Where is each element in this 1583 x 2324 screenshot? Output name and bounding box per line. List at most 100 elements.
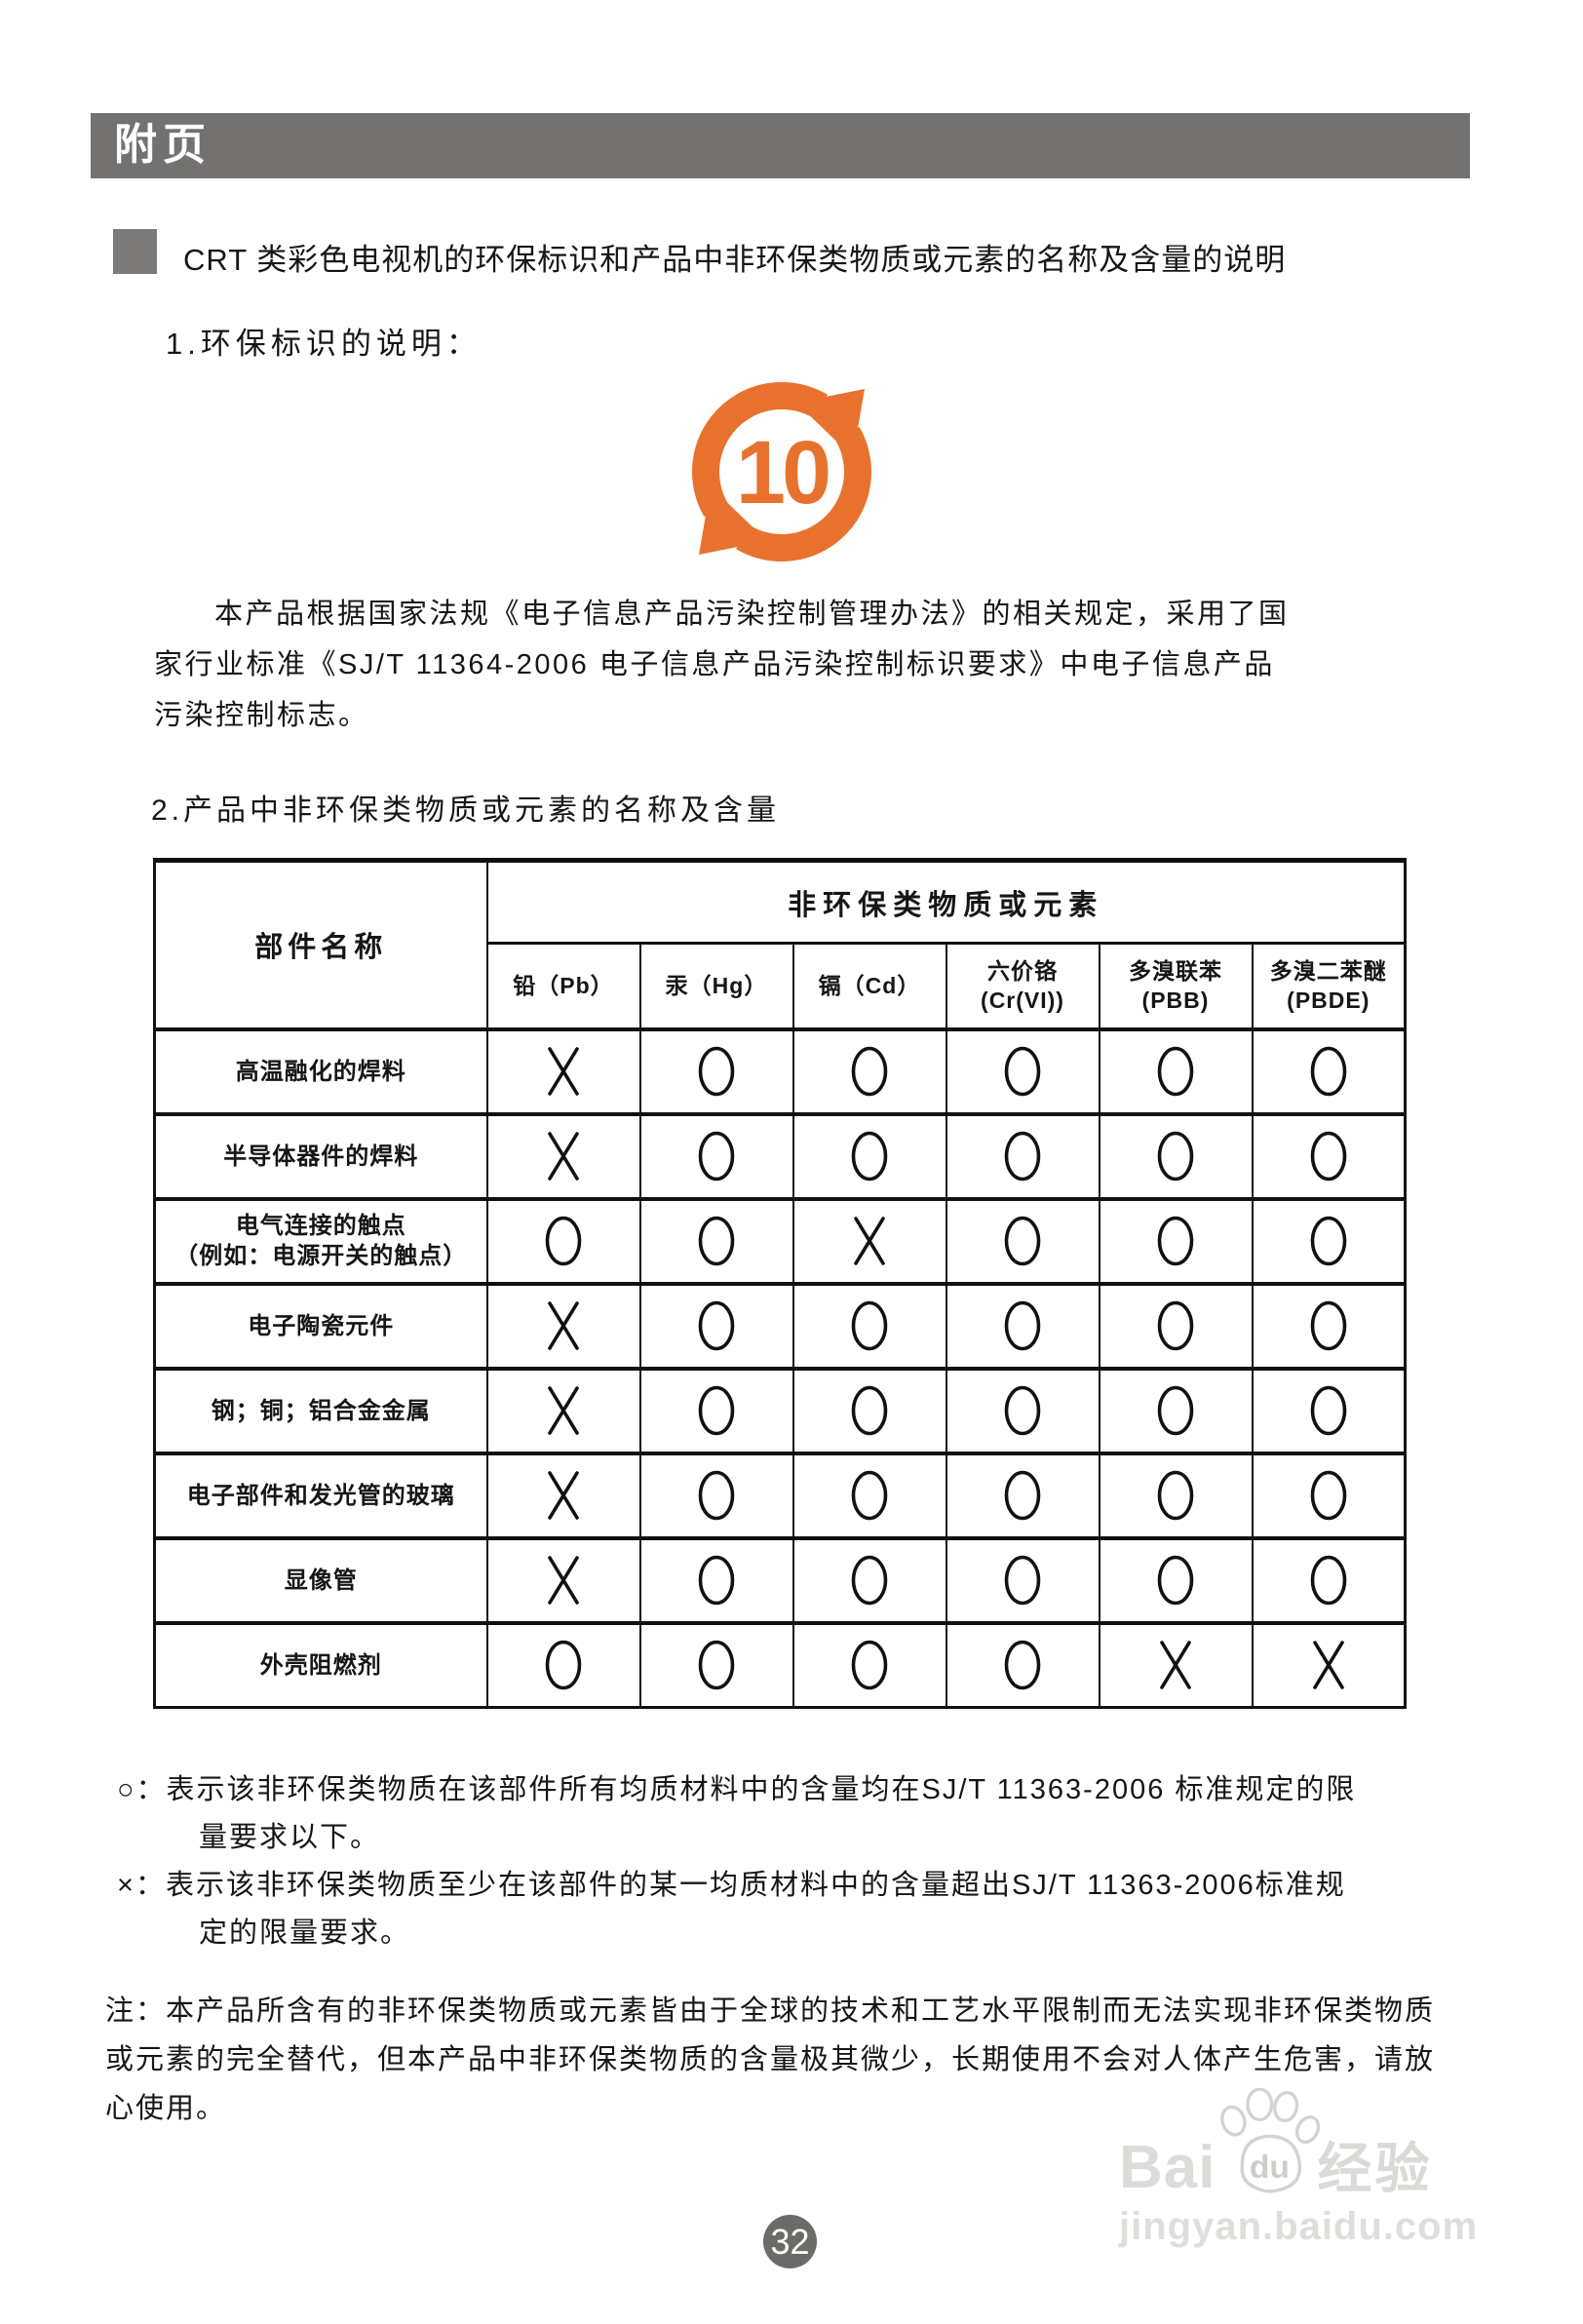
watermark-paw-text: du <box>1250 2150 1290 2186</box>
cross-mark-icon <box>854 1217 885 1265</box>
circle-mark-icon <box>698 1300 735 1351</box>
part-name-cell: 钢；铜；铝合金金属 <box>153 1367 488 1454</box>
cross-mark-cell <box>792 1197 947 1285</box>
circle-mark-cell <box>1251 1536 1407 1624</box>
circle-mark-cell <box>1098 1367 1254 1454</box>
circle-mark-icon <box>851 1300 888 1351</box>
footnote-line: 或元素的完全替代，但本产品中非环保类物质的含量极其微少，长期使用不会对人体产生危… <box>105 2044 1436 2075</box>
circle-mark-cell <box>1098 1536 1254 1624</box>
circle-mark-icon <box>1004 1216 1041 1266</box>
baidu-paw-icon: du <box>1220 2088 1321 2193</box>
substances-table: 部件名称 非环保类物质或元素 铅（Pb） 汞（Hg） 镉（Cd） 六价铬 (Cr(VI… <box>153 858 1408 1709</box>
circle-mark-cell <box>1251 1282 1407 1370</box>
part-row: 电子部件和发光管的玻璃 <box>153 1452 1407 1539</box>
cross-mark-cell <box>1098 1621 1254 1709</box>
footnote-line: 心使用。 <box>105 2093 227 2124</box>
cross-mark-cell <box>485 1452 641 1539</box>
part-row: 钢；铜；铝合金金属 <box>153 1367 1407 1454</box>
cross-mark-icon <box>548 1386 579 1435</box>
part-name-cell: 电子部件和发光管的玻璃 <box>153 1452 488 1539</box>
circle-mark-cell <box>945 1367 1100 1454</box>
cross-mark-symbol: ×： <box>117 1870 166 1901</box>
cross-mark-cell <box>485 1367 641 1454</box>
circle-mark-cell <box>945 1536 1100 1624</box>
square-bullet-icon <box>113 229 157 274</box>
substance-column-header: 多溴联苯 (PBB) <box>1098 942 1254 1030</box>
parts-table-body: 高温融化的焊料 半导体器件的焊料 电气连接的触点 （例如：电源开关的触点） 电子陶瓷元… <box>153 1027 1407 1709</box>
part-name-cell: 高温融化的焊料 <box>153 1027 488 1115</box>
legend-entry: ×：表示该非环保类物质至少在该部件的某一均质材料中的含量超出SJ/T 11363… <box>117 1862 1482 1910</box>
paragraph-line: 家行业标准《SJ/T 11364-2006 电子信息产品污染控制标识要求》中电子… <box>154 649 1275 680</box>
cross-mark-cell <box>485 1112 641 1200</box>
circle-mark-icon <box>1004 1640 1041 1690</box>
part-row: 外壳阻燃剂 <box>153 1621 1407 1709</box>
section2-heading: 2.产品中非环保类物质或元素的名称及含量 <box>151 794 781 827</box>
substance-column-header: 多溴二苯醚 (PBDE) <box>1251 942 1407 1030</box>
substance-column-header: 镉（Cd） <box>792 942 947 1030</box>
circle-mark-icon <box>1157 1131 1194 1181</box>
watermark-brand-row: Bai du 经验 <box>1119 2088 1499 2199</box>
cross-mark-cell <box>485 1536 641 1624</box>
legend-text-wrap: 定的限量要求。 <box>199 1917 411 1949</box>
circle-mark-icon <box>851 1470 888 1521</box>
circle-mark-cell <box>792 1536 947 1624</box>
circle-mark-cell <box>792 1112 947 1200</box>
circle-mark-icon <box>545 1640 582 1690</box>
circle-mark-cell <box>1251 1112 1407 1200</box>
circle-mark-icon <box>1310 1216 1347 1266</box>
circle-mark-icon <box>698 1131 735 1181</box>
cross-mark-icon <box>548 1301 579 1350</box>
part-row: 电气连接的触点 （例如：电源开关的触点） <box>153 1197 1407 1285</box>
circle-mark-cell <box>1098 1197 1254 1285</box>
circle-mark-cell <box>792 1367 947 1454</box>
cross-mark-cell <box>1251 1621 1407 1709</box>
page-number-badge: 32 <box>763 2215 817 2268</box>
circle-mark-icon <box>1004 1555 1041 1606</box>
circle-mark-cell <box>638 1282 794 1370</box>
circle-mark-cell <box>1098 1112 1254 1200</box>
circle-mark-cell <box>638 1027 794 1115</box>
baidu-jingyan-watermark: Bai du 经验 jingyan.baidu.com <box>1119 2088 1499 2249</box>
table-header-group-row: 部件名称 非环保类物质或元素 <box>153 859 1407 1030</box>
part-row: 半导体器件的焊料 <box>153 1112 1407 1200</box>
watermark-brand-cn: 经验 <box>1317 2138 1433 2199</box>
circle-mark-icon <box>1310 1300 1347 1351</box>
substance-column-header: 六价铬 (Cr(VI)) <box>945 942 1100 1030</box>
cross-mark-cell <box>485 1027 641 1115</box>
part-name-cell: 显像管 <box>153 1536 488 1624</box>
circle-mark-icon <box>1157 1385 1194 1436</box>
part-name-cell: 半导体器件的焊料 <box>153 1112 488 1200</box>
circle-mark-cell <box>1251 1452 1407 1539</box>
circle-mark-cell <box>638 1112 794 1200</box>
circle-mark-cell <box>1098 1027 1254 1115</box>
part-name-header: 部件名称 <box>153 859 488 1030</box>
circle-mark-cell <box>945 1027 1100 1115</box>
circle-mark-icon <box>851 1131 888 1181</box>
circle-mark-icon <box>698 1216 735 1266</box>
part-row: 高温融化的焊料 <box>153 1027 1407 1115</box>
circle-mark-icon <box>1310 1046 1347 1097</box>
paragraph-line: 本产品根据国家法规《电子信息产品污染控制管理办法》的相关规定，采用了国 <box>214 599 1290 630</box>
circle-mark-cell <box>638 1452 794 1539</box>
circle-mark-cell <box>1251 1367 1407 1454</box>
circle-mark-icon <box>851 1046 888 1097</box>
cross-mark-cell <box>485 1282 641 1370</box>
circle-mark-cell <box>638 1621 794 1709</box>
legend-text: 表示该非环保类物质在该部件所有均质材料中的含量均在SJ/T 11363-2006… <box>166 1774 1357 1805</box>
watermark-url: jingyan.baidu.com <box>1119 2205 1479 2248</box>
circle-mark-cell <box>792 1027 947 1115</box>
circle-mark-icon <box>1310 1555 1347 1606</box>
circle-mark-icon <box>1004 1470 1041 1521</box>
legend-text: 表示该非环保类物质至少在该部件的某一均质材料中的含量超出SJ/T 11363-2… <box>165 1870 1346 1901</box>
part-name-cell: 外壳阻燃剂 <box>153 1621 488 1709</box>
circle-mark-icon <box>851 1555 888 1606</box>
circle-mark-cell <box>1251 1197 1407 1285</box>
circle-mark-cell <box>945 1452 1100 1539</box>
circle-mark-icon <box>698 1640 735 1690</box>
circle-mark-cell <box>792 1282 947 1370</box>
circle-mark-cell <box>638 1367 794 1454</box>
circle-mark-icon <box>851 1385 888 1436</box>
cross-mark-icon <box>548 1471 579 1520</box>
substance-columns-row: 铅（Pb） 汞（Hg） 镉（Cd） 六价铬 (Cr(VI)) 多溴联苯 (PBB) 多溴二… <box>155 942 1407 1030</box>
regulation-paragraph: 本产品根据国家法规《电子信息产品污染控制管理办法》的相关规定，采用了国 家行业标… <box>154 589 1441 741</box>
